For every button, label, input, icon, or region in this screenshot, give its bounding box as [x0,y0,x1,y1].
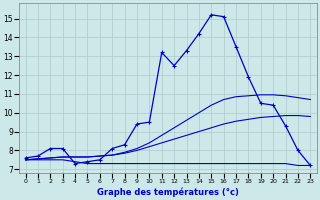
X-axis label: Graphe des températures (°c): Graphe des températures (°c) [97,187,239,197]
